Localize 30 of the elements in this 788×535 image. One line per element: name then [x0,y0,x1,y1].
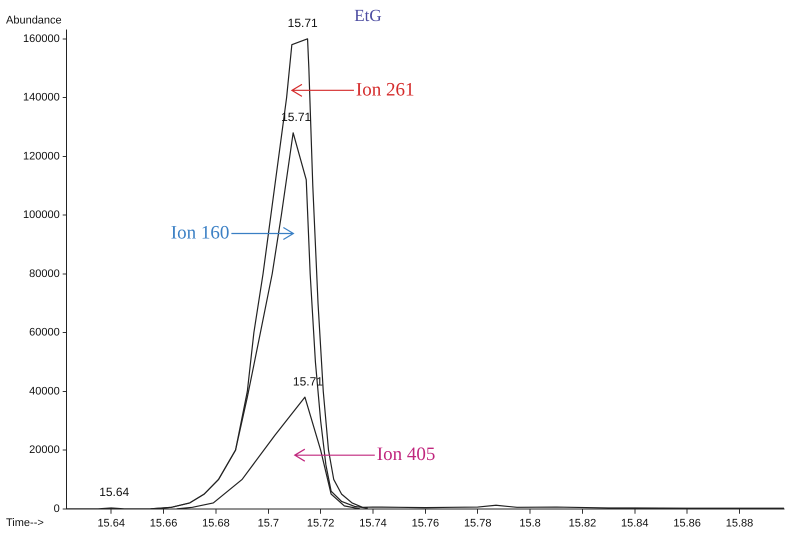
annotation: 15.64 [99,485,130,500]
text: Ion 261 [356,79,415,100]
x-tick-label: 15.64 [97,517,125,530]
y-tick-label: 80000 [29,268,60,280]
x-tick-label: 15.8 [519,517,541,530]
x-tick-label: 15.74 [359,517,387,530]
y-tick-label: 160000 [22,32,60,45]
x-tick-label: 15.88 [726,517,754,530]
x-tick-label: 15.82 [568,517,596,530]
x-tick-label: 15.76 [412,517,440,530]
y-tick-label: 100000 [22,209,60,222]
x-tick-label: 15.72 [306,517,334,530]
y-tick-label: 0 [54,502,60,515]
y-tick-label: 60000 [29,326,60,339]
x-tick-label: 15.7 [258,517,279,530]
x-tick-label: 15.68 [202,517,230,530]
x-tick-label: 15.66 [150,517,178,530]
text: Ion 405 [376,444,436,466]
y-tick-label: 120000 [22,150,60,162]
annotation: 15.71 [288,16,318,30]
x-tick-label: 15.78 [464,517,492,530]
y-tick-label: 140000 [22,92,60,104]
annotation: Ion 160 [170,222,230,244]
y-axis-title: Abundance [6,14,62,27]
chart-title: EtG [354,6,382,25]
x-tick-label: 15.84 [621,517,649,530]
x-tick-label: 15.86 [673,517,701,530]
x-axis-title: Time--> [6,516,44,529]
y-tick-label: 40000 [29,385,60,398]
y-tick-label: 20000 [29,444,60,456]
